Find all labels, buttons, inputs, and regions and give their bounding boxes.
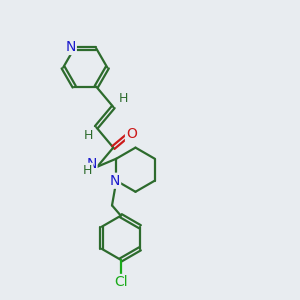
- Text: H: H: [83, 164, 92, 177]
- Text: N: N: [110, 174, 120, 188]
- Text: O: O: [126, 127, 137, 141]
- Text: H: H: [119, 92, 128, 105]
- Text: H: H: [84, 129, 93, 142]
- Text: N: N: [86, 157, 97, 171]
- Text: N: N: [65, 40, 76, 54]
- Text: Cl: Cl: [114, 275, 128, 289]
